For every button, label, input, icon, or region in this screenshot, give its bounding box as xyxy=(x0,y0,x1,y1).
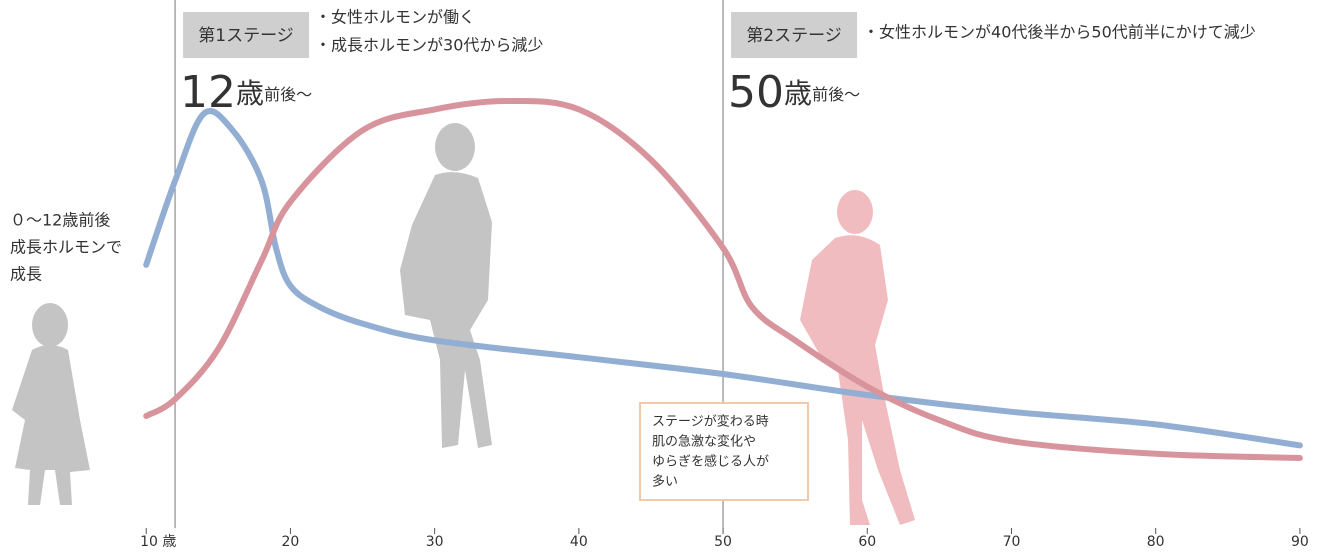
stage-age-note: 前後〜 xyxy=(264,85,312,104)
box-note: 肌の急激な変化や xyxy=(652,434,756,450)
stage-note: ・女性ホルモンが40代後半から50代前半にかけて減少 xyxy=(863,23,1256,42)
x-tick-label: 50 xyxy=(714,534,732,550)
x-tick-label: 30 xyxy=(426,534,444,550)
stage-note: ・成長ホルモンが30代から減少 xyxy=(315,36,543,55)
child-silhouette xyxy=(12,303,90,505)
stage-age-unit: 歳 xyxy=(236,77,264,110)
x-tick-label: 40 xyxy=(570,534,588,550)
x-tick-label: 90 xyxy=(1291,534,1309,550)
x-tick-label: 60 xyxy=(858,534,876,550)
stage-note: ・女性ホルモンが働く xyxy=(315,8,475,27)
woman-silhouette xyxy=(400,123,492,448)
stage-label: 第2ステージ xyxy=(746,26,841,46)
stage-age: 50歳前後〜 xyxy=(728,67,860,118)
box-note: ステージが変わる時 xyxy=(652,414,769,430)
x-tick-label: 80 xyxy=(1147,534,1165,550)
x-tick-label: 70 xyxy=(1003,534,1021,550)
x-tick-label: 10 歳 xyxy=(140,534,176,550)
stage-age-note: 前後〜 xyxy=(812,85,860,104)
box-note: 多い xyxy=(652,474,678,490)
stage-label: 第1ステージ xyxy=(198,26,293,46)
stage-age-number: 50 xyxy=(728,67,784,118)
x-tick-label: 20 xyxy=(282,534,300,550)
stage-age: 12歳前後〜 xyxy=(180,67,312,118)
chart: 第1ステージ ・女性ホルモンが働く・成長ホルモンが30代から減少12歳前後〜 第2ス… xyxy=(0,0,1318,552)
left-note: ０～12歳前後 xyxy=(10,211,110,230)
stage-age-unit: 歳 xyxy=(784,77,812,110)
left-note: 成長ホルモンで xyxy=(10,238,122,257)
box-note: ゆらぎを感じる人が xyxy=(652,454,769,470)
left-note: 成長 xyxy=(10,265,42,284)
